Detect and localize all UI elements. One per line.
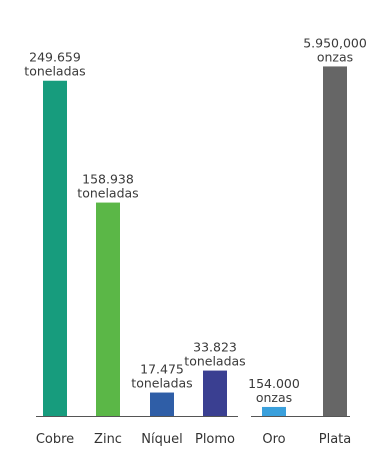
unit-label-zinc: toneladas (77, 186, 138, 201)
category-label-plomo: Plomo (195, 432, 235, 447)
bar-zinc (96, 202, 120, 416)
unit-label-plata: onzas (317, 49, 353, 64)
value-label-zinc: 158.938 (82, 172, 134, 187)
category-label-zinc: Zinc (94, 432, 122, 447)
bar-plomo (203, 370, 227, 416)
unit-label-plomo: toneladas (184, 354, 245, 369)
bar-niquel (150, 392, 174, 416)
category-label-niquel: Níquel (141, 432, 182, 447)
value-label-plomo: 33.823 (193, 340, 237, 355)
value-label-oro: 154.000 (248, 376, 300, 391)
value-label-niquel: 17.475 (140, 362, 184, 377)
category-labels: Cobre Zinc Níquel Plomo Oro Plata (36, 432, 351, 447)
bar-plata (323, 66, 347, 416)
bar-cobre (43, 80, 67, 417)
bar-oro (262, 406, 286, 416)
category-label-cobre: Cobre (36, 432, 74, 447)
value-label-plata: 5.950,000 (303, 35, 367, 50)
value-label-cobre: 249.659 (29, 50, 81, 65)
unit-label-oro: onzas (256, 390, 292, 405)
category-label-plata: Plata (319, 432, 351, 447)
unit-label-cobre: toneladas (24, 64, 85, 79)
bars (43, 66, 347, 417)
unit-label-niquel: toneladas (131, 376, 192, 391)
value-labels: 249.659toneladas158.938toneladas17.475to… (24, 35, 367, 405)
category-label-oro: Oro (262, 432, 285, 447)
